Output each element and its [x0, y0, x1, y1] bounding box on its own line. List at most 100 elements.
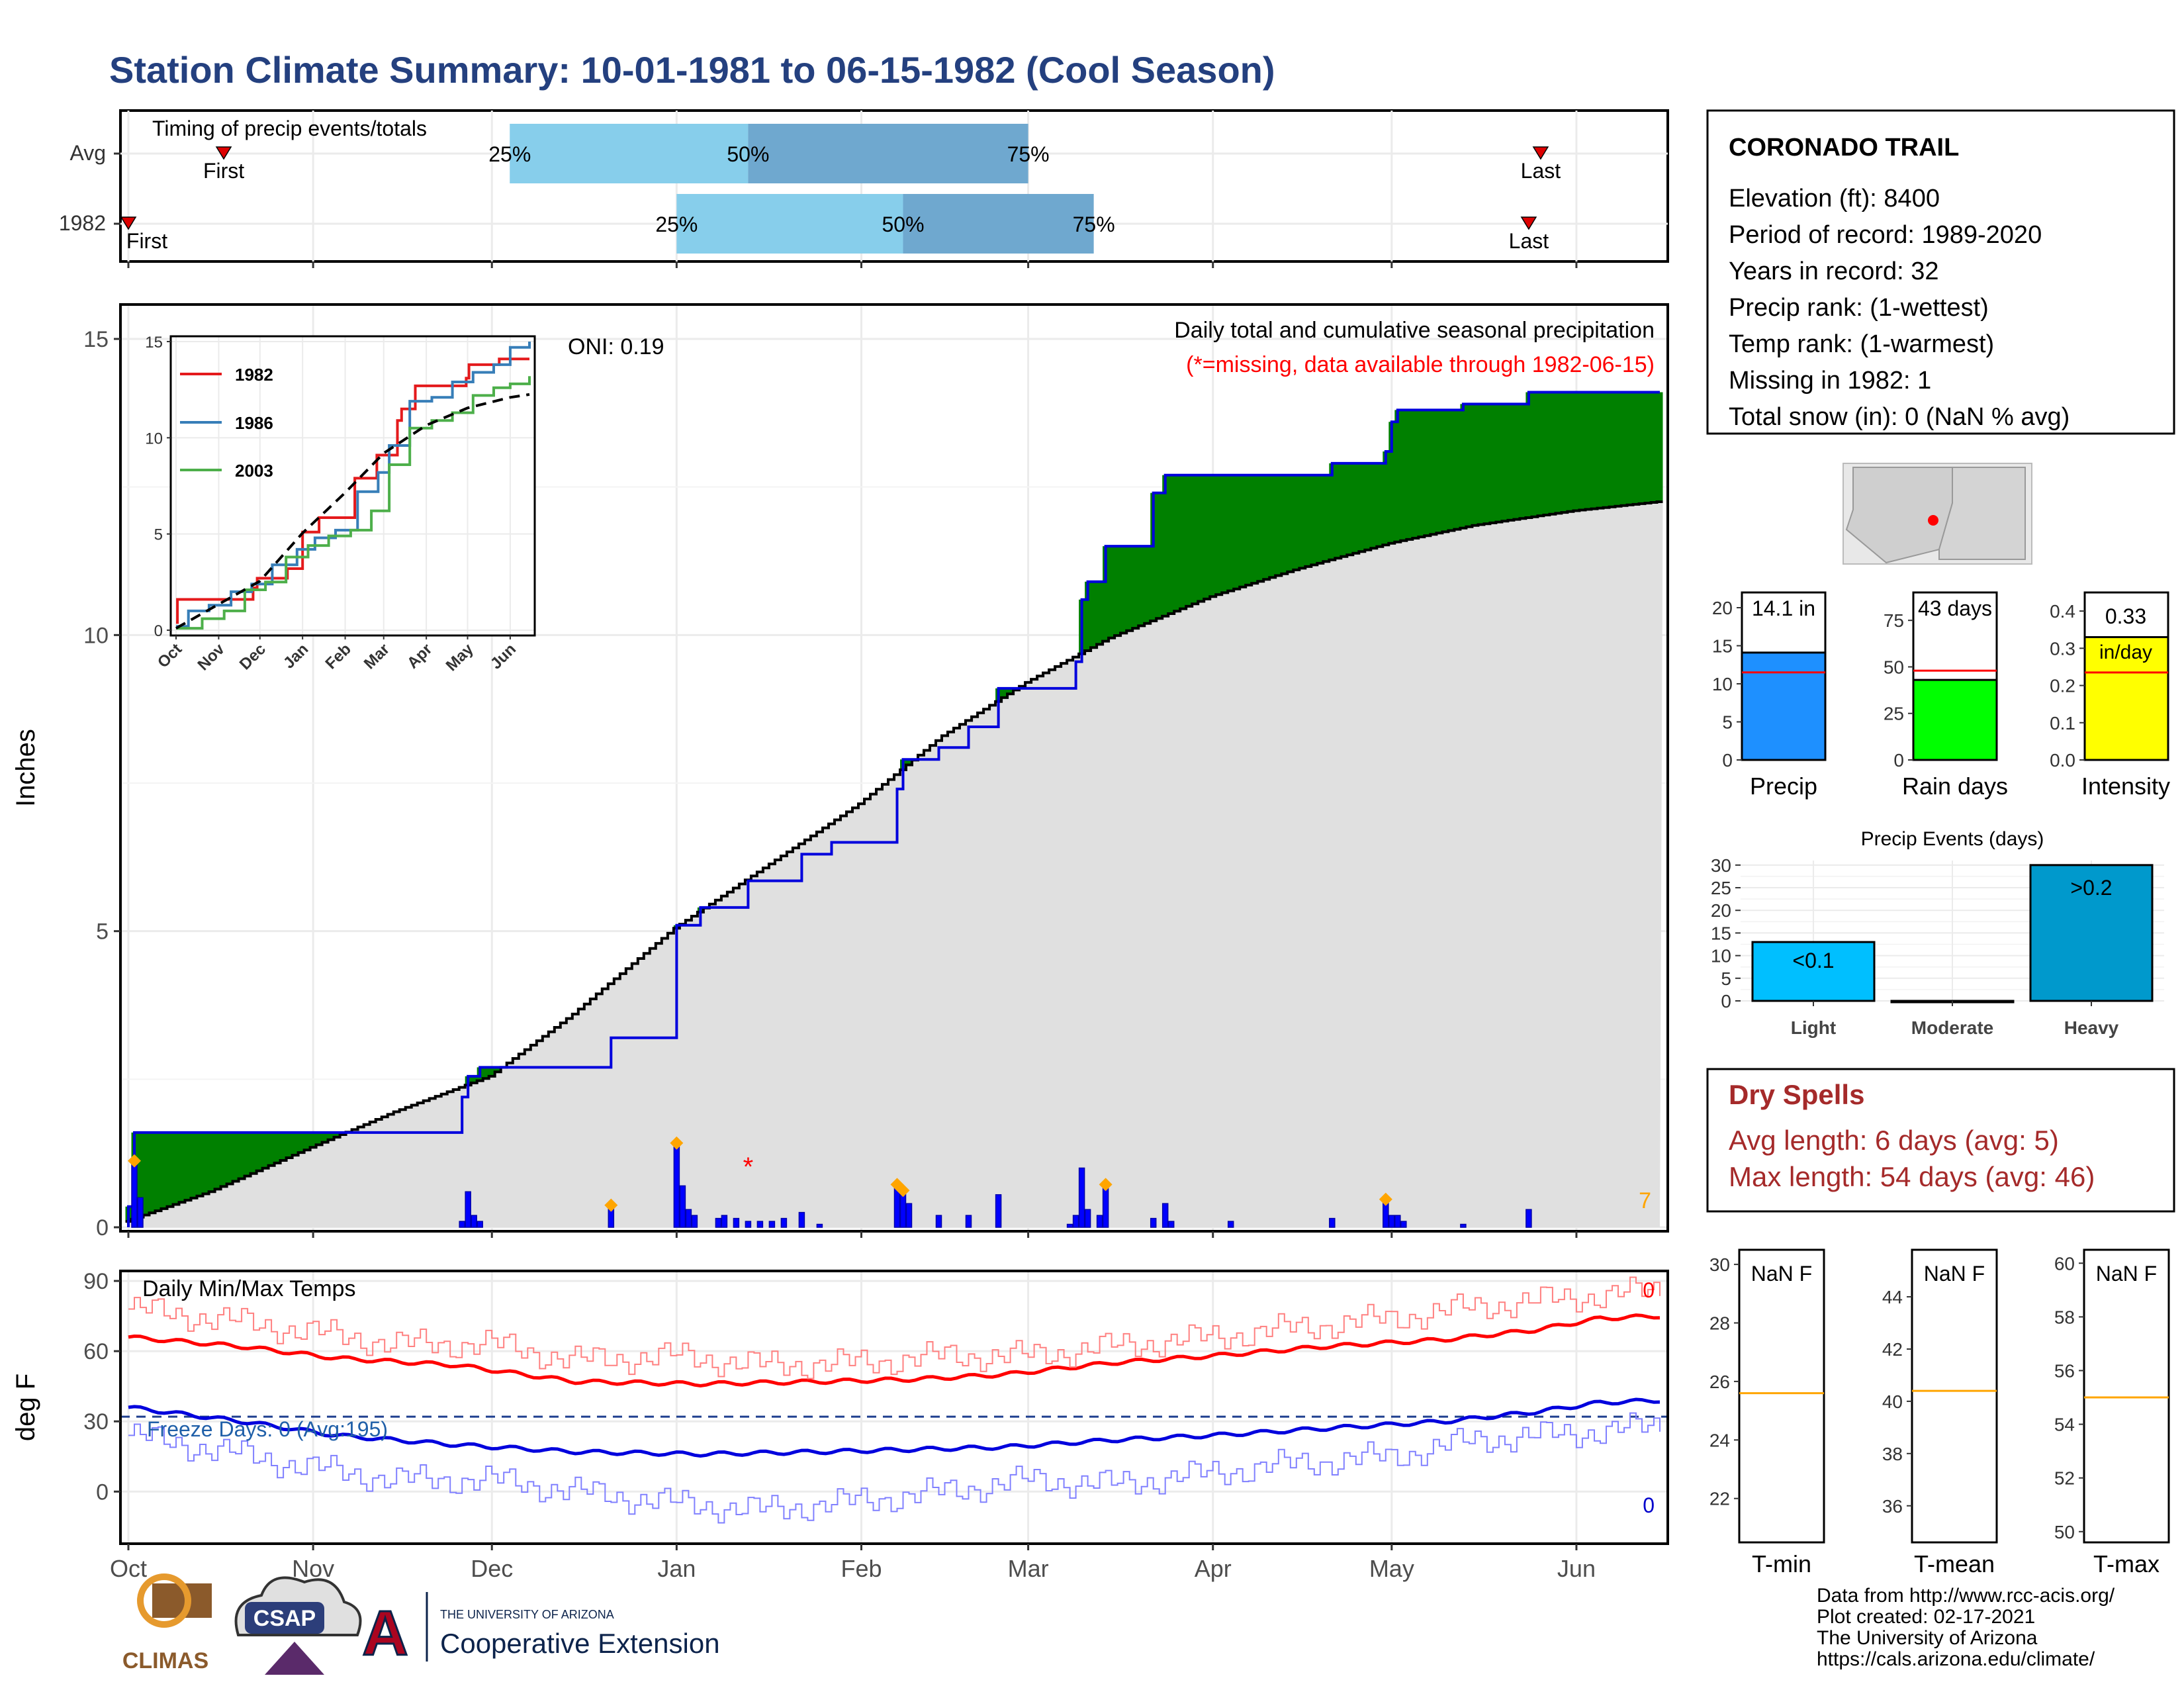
precip-marks — [125, 391, 1663, 1228]
precip-y-tick-label-3: 15 — [83, 327, 109, 352]
summary-bar-2 — [2083, 635, 2169, 761]
daily-precip-bar-24 — [965, 1215, 972, 1228]
average-cumulative-area — [125, 502, 1663, 1227]
temp-box-name-tmax: T-max — [2093, 1550, 2160, 1577]
summary-y-tick-label-0-2: 10 — [1712, 674, 1733, 694]
daily-precip-bar-10 — [691, 1215, 698, 1228]
events-y-tick-label-2: 10 — [1711, 946, 1731, 966]
csap-logo-text: CSAP — [253, 1606, 316, 1631]
events-y-tick-label-4: 20 — [1711, 900, 1731, 921]
events-y-tick-label-1: 5 — [1721, 968, 1731, 989]
x-tick-label-nov: Nov — [292, 1555, 334, 1582]
timing-first-marker-1982 — [120, 216, 137, 230]
inset-y-tick-label-2: 10 — [145, 430, 163, 447]
timing-bar-q1-Avg — [510, 124, 749, 183]
dry-spells-avg-length: Avg length: 6 days (avg: 5) — [1729, 1125, 2059, 1156]
temp-y-tick-label-1: 30 — [83, 1409, 109, 1434]
summary-bars: 0 5 10 15 20 0 25 50 75 0.0 0.1 0.2 0.3 0.4 14.1 in 43 … — [1712, 591, 2170, 800]
station-line-snow: Total snow (in): 0 (NaN % avg) — [1729, 403, 2070, 431]
dry-spells-frame — [1706, 1068, 2175, 1213]
station-line-period: Period of record: 1989-2020 — [1729, 221, 2042, 249]
daily-precip-bar-31 — [1102, 1185, 1109, 1228]
temp-box-y-tick-label-0-1: 24 — [1709, 1430, 1730, 1450]
dry-spells-max-length: Max length: 54 days (avg: 46) — [1729, 1161, 2095, 1192]
temp-box-y-tick-label-1-4: 44 — [1882, 1287, 1903, 1307]
summary-bar-name-raindays: Rain days — [1902, 773, 2008, 800]
precip-y-tick-label-1: 5 — [96, 919, 109, 945]
temp-box-name-tmean: T-mean — [1914, 1550, 1995, 1577]
events-y-tick-label-6: 30 — [1711, 855, 1731, 876]
inset-marks — [175, 342, 531, 630]
inset-series-1982 — [176, 357, 529, 624]
temp-panel-background — [120, 1271, 1668, 1544]
inset-frame — [169, 335, 536, 637]
temp-axes: 0 30 60 90 Oct Nov Dec Jan Feb Mar Apr May Jun — [83, 1269, 1596, 1582]
summary-y-tick-label-2-4: 0.4 — [2050, 601, 2075, 622]
daily-precip-bar-28 — [1078, 1167, 1085, 1228]
timing-title: Timing of precip events/totals — [152, 117, 427, 140]
daily-precip-bar-13 — [733, 1217, 740, 1228]
timing-first-label-1982: First — [126, 229, 167, 253]
map-new-mexico-shape — [1938, 467, 2026, 560]
timing-last-label-1982: Last — [1509, 229, 1549, 253]
daily-precip-bar-30 — [1096, 1215, 1103, 1228]
summary-bar-unit-intensity: in/day — [2099, 641, 2152, 663]
events-y-tick-label-3: 15 — [1711, 923, 1731, 943]
csap-logo: CSAP — [234, 1576, 362, 1675]
dry-spells-title: Dry Spells — [1729, 1079, 1864, 1110]
inset-legend: 1982 1986 2003 — [180, 365, 273, 481]
footer-line-university: The University of Arizona — [1817, 1627, 2038, 1649]
events-y-tick-label-5: 25 — [1711, 878, 1731, 898]
summary-bar-0 — [1741, 651, 1827, 761]
timing-first-marker-Avg — [215, 146, 232, 160]
summary-y-tick-label-1-0: 0 — [1893, 750, 1904, 771]
daily-precip-bar-26 — [1066, 1223, 1073, 1228]
daily-precip-bar-9 — [685, 1209, 692, 1228]
daily-precip-bar-1 — [137, 1197, 144, 1228]
timing-last-marker-1982 — [1520, 216, 1537, 230]
climas-logo-text: CLIMAS — [122, 1648, 208, 1673]
daily-precip-bar-0 — [131, 1161, 138, 1228]
daily-precip-bar-4 — [471, 1215, 477, 1228]
summary-y-tick-label-1-3: 75 — [1884, 610, 1904, 631]
x-tick-label-apr: Apr — [1195, 1555, 1232, 1582]
x-tick-label-jan: Jan — [657, 1555, 696, 1582]
ua-logo: A THE UNIVERSITY OF ARIZONA Cooperative … — [361, 1592, 720, 1670]
locator-map — [1843, 463, 2032, 565]
temp-series-observed-max — [128, 1276, 1661, 1380]
temp-box-y-tick-label-1-2: 40 — [1882, 1391, 1903, 1412]
timing-row-label-1982: 1982 — [59, 211, 106, 235]
temp-box-y-tick-label-2-5: 60 — [2054, 1253, 2075, 1274]
station-line-temp-rank: Temp rank: (1-warmest) — [1729, 330, 1994, 358]
daily-precip-bar-12 — [721, 1215, 728, 1228]
daily-precip-bar-25 — [995, 1194, 1002, 1228]
summary-bar-1 — [1912, 679, 1998, 761]
temp-box-y-tick-label-2-3: 56 — [2054, 1360, 2075, 1381]
x-tick-label-jun: Jun — [1557, 1555, 1596, 1582]
station-name: CORONADO TRAIL — [1729, 134, 1959, 162]
event-category-moderate: Moderate — [1911, 1017, 1993, 1038]
csap-label-box — [245, 1602, 324, 1634]
map-station-dot — [1928, 515, 1938, 526]
inset-series-2003 — [176, 376, 531, 630]
daily-precip-bar-39 — [1394, 1215, 1401, 1228]
big-event-marker-4 — [896, 1184, 910, 1197]
summary-y-tick-label-2-1: 0.1 — [2050, 713, 2075, 733]
temp-box-name-tmin: T-min — [1752, 1550, 1811, 1577]
temp-y-tick-label-0: 0 — [96, 1479, 109, 1505]
summary-y-tick-label-0-3: 15 — [1712, 636, 1733, 657]
temp-box-label-tmax: NaN F — [2096, 1262, 2157, 1286]
daily-precip-bar-34 — [1167, 1221, 1175, 1228]
summary-y-tick-label-1-2: 50 — [1884, 657, 1904, 677]
timing-pct-label-1982-2: 75% — [1073, 212, 1115, 236]
temp-box-y-tick-label-2-0: 50 — [2054, 1522, 2075, 1542]
oni-label: ONI: 0.19 — [568, 334, 664, 359]
temp-box-y-tick-label-0-3: 28 — [1709, 1313, 1730, 1334]
temp-box-y-tick-label-0-0: 22 — [1709, 1489, 1730, 1509]
event-label-heavy: >0.2 — [2070, 876, 2112, 900]
daily-precip-bar-36 — [1329, 1217, 1336, 1228]
temp-box-y-tick-label-0-4: 30 — [1709, 1254, 1730, 1275]
daily-precip-bar-29 — [1084, 1209, 1091, 1228]
